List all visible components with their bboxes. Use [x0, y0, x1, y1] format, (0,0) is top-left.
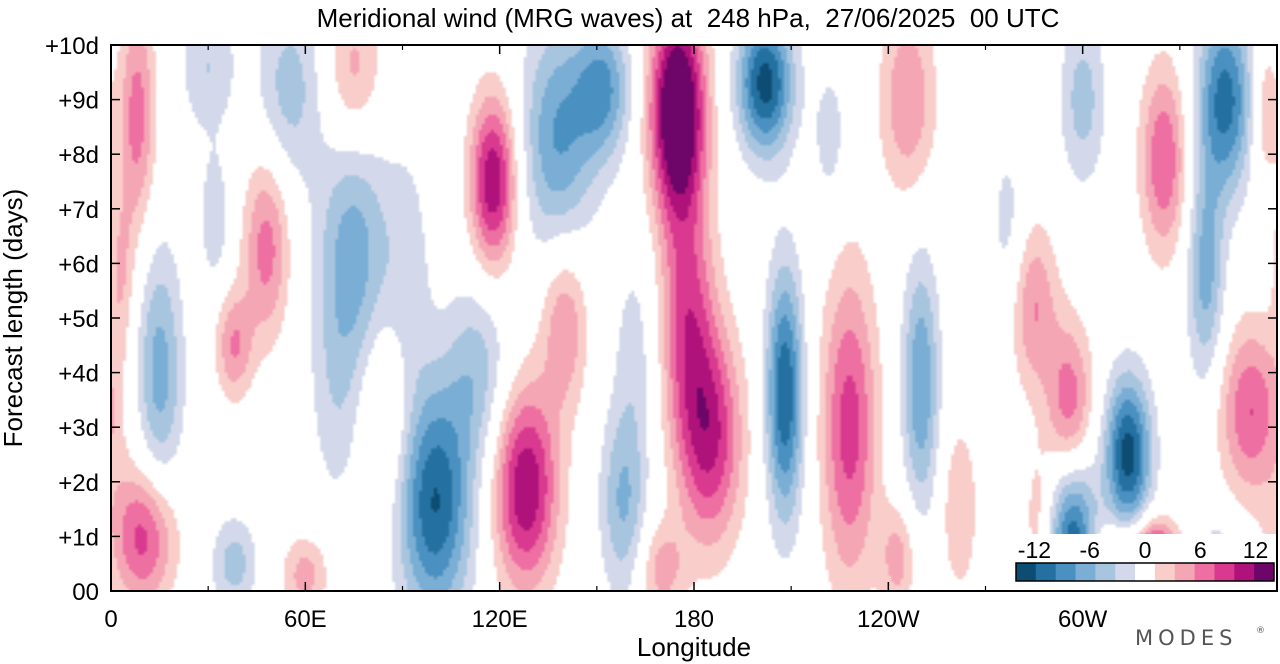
y-tick-label: +8d [58, 142, 99, 169]
colorbar-cell [1115, 563, 1136, 581]
colorbar-frame [1015, 562, 1275, 582]
colorbar-cell [1035, 563, 1057, 581]
y-tick-label: +2d [58, 470, 99, 497]
colorbar-cell [1016, 563, 1037, 581]
colorbar-cell [1095, 563, 1116, 581]
x-tick-label: 180 [674, 606, 714, 633]
colorbar-label: -12 [1018, 537, 1051, 563]
colorbar-labels: -12 -6 0 6 12 [1018, 537, 1269, 563]
colorbar-cell [1214, 563, 1235, 581]
colorbar-label: 12 [1243, 537, 1269, 563]
colorbar-cell [1055, 563, 1077, 581]
modes-logo-text: MODES [1135, 626, 1237, 650]
colorbar-label: 6 [1194, 537, 1207, 563]
plot-area [110, 44, 1278, 592]
colorbar-cell [1135, 563, 1156, 581]
y-tick-label: +3d [58, 415, 99, 442]
colorbar-cell [1234, 563, 1255, 581]
colorbar-cell [1174, 563, 1196, 581]
registered-mark: ® [1256, 626, 1270, 636]
y-tick-label: +6d [58, 251, 99, 278]
colorbar: -12 -6 0 6 12 [1008, 534, 1276, 590]
y-tick-label: +10d [45, 33, 99, 60]
y-tick-label: +1d [58, 524, 99, 551]
colorbar-label: 0 [1139, 537, 1152, 563]
y-tick-label: +4d [58, 361, 99, 388]
heatmap-field [111, 45, 1277, 591]
y-tick-label: 00 [72, 579, 99, 606]
x-tick-label: 60E [284, 606, 327, 633]
y-tick-labels: 00 +1d +2d +3d +4d +5d +6d +7d +8d +9d +10d [45, 33, 99, 606]
colorbar-label: -6 [1079, 537, 1099, 563]
chart-title: Meridional wind (MRG waves) at 248 hPa, … [317, 3, 1060, 33]
x-axis-label: Longitude [637, 632, 751, 662]
x-tick-label: 60W [1058, 606, 1108, 633]
x-tick-labels: 0 60E 120E 180 120W 60W [104, 606, 1107, 633]
y-tick-label: +9d [58, 88, 99, 115]
colorbar-cells [1016, 563, 1275, 581]
colorbar-cell [1154, 563, 1176, 581]
x-tick-label: 120W [857, 606, 920, 633]
colorbar-cell [1194, 563, 1215, 581]
y-tick-label: +5d [58, 306, 99, 333]
y-axis-label: Forecast length (days) [0, 189, 28, 448]
colorbar-cell [1254, 563, 1275, 581]
modes-logo: MODES ® [1135, 626, 1270, 650]
y-tick-label: +7d [58, 197, 99, 224]
x-tick-label: 0 [104, 606, 117, 633]
colorbar-cell [1075, 563, 1096, 581]
plot-frame [110, 44, 1278, 592]
x-tick-label: 120E [472, 606, 528, 633]
